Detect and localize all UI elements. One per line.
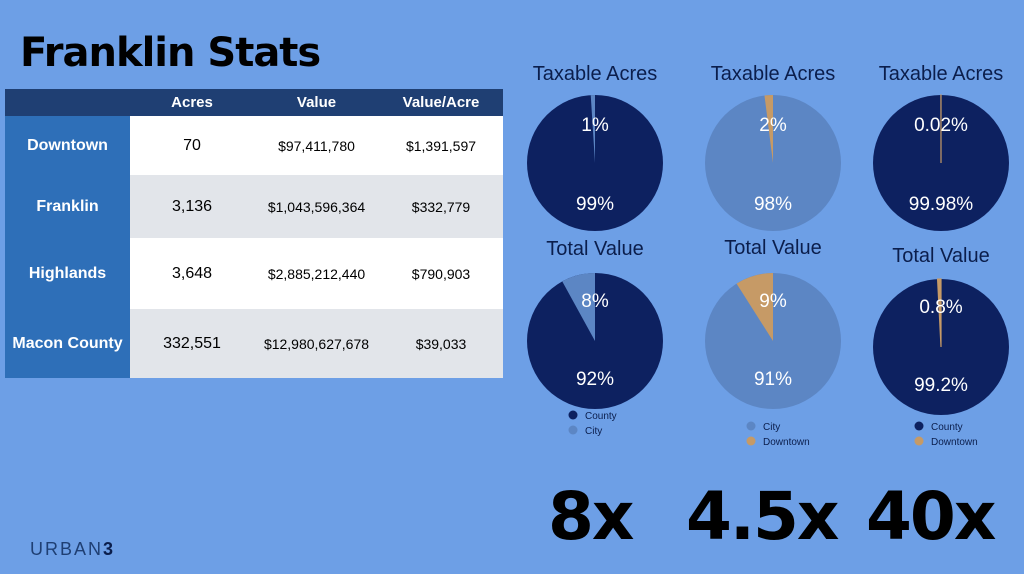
value-cell: $97,411,780	[254, 116, 379, 175]
data-label: 92%	[576, 369, 614, 390]
table-row: Franklin 3,136 $1,043,596,364 $332,779	[5, 175, 503, 238]
value-per-acre-cell: $332,779	[379, 175, 503, 238]
chart-title: Total Value	[546, 238, 643, 260]
table-header-cell: Value/Acre	[379, 89, 503, 116]
data-label: 99.98%	[909, 194, 974, 215]
page-title: Franklin Stats	[20, 30, 321, 76]
legend-label: Downtown	[763, 437, 810, 448]
data-label: 98%	[754, 194, 792, 215]
ratio-label: 8x	[548, 478, 634, 555]
data-label: 99.2%	[914, 375, 968, 396]
row-header: Highlands	[5, 238, 130, 309]
table-header-cell: Acres	[130, 89, 254, 116]
chart-title: Taxable Acres	[879, 63, 1004, 85]
data-label: 1%	[581, 115, 609, 136]
legend-marker	[914, 421, 924, 431]
table-row: Macon County 332,551 $12,980,627,678 $39…	[5, 309, 503, 378]
legend-label: City	[763, 422, 780, 433]
acres-cell: 332,551	[130, 309, 254, 378]
table-header-row: Acres Value Value/Acre	[5, 89, 503, 116]
stats-table: Acres Value Value/Acre Downtown 70 $97,4…	[5, 89, 503, 378]
chart-title: Taxable Acres	[711, 63, 836, 85]
value-per-acre-cell: $790,903	[379, 238, 503, 309]
legend-marker	[746, 436, 756, 446]
pie-slice	[590, 94, 595, 163]
legend-marker	[746, 421, 756, 431]
pie-slice	[562, 273, 595, 341]
legend-marker	[568, 425, 578, 435]
chart-title: Total Value	[892, 245, 989, 267]
legend-marker	[568, 410, 578, 420]
pie-slice	[936, 278, 942, 348]
acres-cell: 70	[130, 116, 254, 175]
data-label: 99%	[576, 194, 614, 215]
brand-logo: URBAN3	[30, 539, 115, 560]
acres-cell: 3,136	[130, 175, 254, 238]
acres-cell: 3,648	[130, 238, 254, 309]
table-header-cell	[5, 89, 130, 116]
legend-label: County	[931, 422, 963, 433]
data-label: 0.02%	[914, 115, 968, 136]
table-row: Highlands 3,648 $2,885,212,440 $790,903	[5, 238, 503, 309]
value-cell: $2,885,212,440	[254, 238, 379, 309]
chart-title: Total Value	[724, 237, 821, 259]
data-label: 8%	[581, 291, 609, 312]
legend-label: County	[585, 411, 617, 422]
row-header: Franklin	[5, 175, 130, 238]
pie-slice	[736, 273, 773, 341]
value-cell: $12,980,627,678	[254, 309, 379, 378]
chart-title: Taxable Acres	[533, 63, 658, 85]
data-label: 0.8%	[919, 297, 962, 318]
data-label: 2%	[759, 115, 787, 136]
value-per-acre-cell: $1,391,597	[379, 116, 503, 175]
data-label: 9%	[759, 291, 787, 312]
row-header: Macon County	[5, 309, 130, 378]
row-header: Downtown	[5, 116, 130, 175]
legend-label: City	[585, 426, 602, 437]
brand-number: 3	[103, 539, 116, 559]
legend-marker	[914, 436, 924, 446]
table-row: Downtown 70 $97,411,780 $1,391,597	[5, 116, 503, 175]
ratio-label: 40x	[866, 478, 996, 555]
legend-label: Downtown	[931, 437, 978, 448]
brand-name: URBAN	[30, 539, 104, 559]
ratio-label: 4.5x	[686, 478, 839, 555]
value-per-acre-cell: $39,033	[379, 309, 503, 378]
pie-slice	[764, 95, 773, 163]
data-label: 91%	[754, 369, 792, 390]
value-cell: $1,043,596,364	[254, 175, 379, 238]
table-header-cell: Value	[254, 89, 379, 116]
